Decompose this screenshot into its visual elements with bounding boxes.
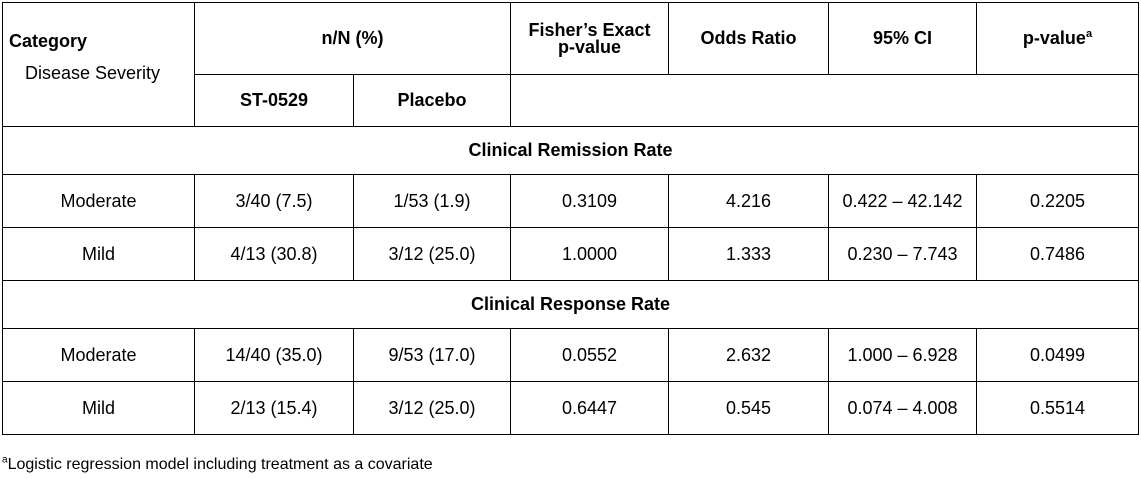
ci-cell: 0.422 – 42.142 — [828, 174, 977, 228]
pvalue-header-label: p-value — [1022, 28, 1086, 48]
section-title-remission: Clinical Remission Rate — [2, 126, 1139, 175]
table-row: Mild 2/13 (15.4) 3/12 (25.0) 0.6447 0.54… — [2, 381, 1139, 435]
table-row: Moderate 3/40 (7.5) 1/53 (1.9) 0.3109 4.… — [2, 174, 1139, 228]
severity-cell: Mild — [2, 381, 195, 435]
fisher-header-line2: p-value — [557, 36, 622, 57]
odds-ratio-cell: 4.216 — [668, 174, 829, 228]
st0529-cell: 4/13 (30.8) — [194, 227, 354, 281]
st0529-cell: 14/40 (35.0) — [194, 328, 354, 382]
placebo-header: Placebo — [353, 74, 511, 127]
fisher-cell: 0.3109 — [510, 174, 669, 228]
odds-ratio-cell: 2.632 — [668, 328, 829, 382]
severity-cell: Mild — [2, 227, 195, 281]
section-row: Clinical Response Rate — [2, 280, 1139, 329]
section-row: Clinical Remission Rate — [2, 126, 1139, 175]
odds-ratio-cell: 0.545 — [668, 381, 829, 435]
table-row: Moderate 14/40 (35.0) 9/53 (17.0) 0.0552… — [2, 328, 1139, 382]
footnote: aLogistic regression model including tre… — [2, 454, 433, 474]
header-row: Category Disease Severity n/N (%) Fisher… — [2, 2, 1139, 127]
ci-cell: 0.230 – 7.743 — [828, 227, 977, 281]
results-table: Category Disease Severity n/N (%) Fisher… — [2, 2, 1139, 435]
disease-severity-header: Disease Severity — [25, 63, 161, 83]
fisher-cell: 1.0000 — [510, 227, 669, 281]
fisher-header-line1: Fisher’s Exact — [528, 19, 651, 40]
pvalue-cell: 0.7486 — [976, 227, 1139, 281]
odds-ratio-header: Odds Ratio — [668, 2, 829, 75]
severity-cell: Moderate — [2, 328, 195, 382]
placebo-cell: 1/53 (1.9) — [353, 174, 511, 228]
fisher-cell: 0.6447 — [510, 381, 669, 435]
section-title-response: Clinical Response Rate — [2, 280, 1139, 329]
placebo-cell: 3/12 (25.0) — [353, 227, 511, 281]
nN-header: n/N (%) — [194, 2, 511, 75]
pvalue-header: p-valuea — [976, 2, 1139, 75]
footnote-marker: a — [2, 454, 8, 466]
subheader-row: ST-0529 Placebo — [3, 74, 1139, 127]
table-row: Mild 4/13 (30.8) 3/12 (25.0) 1.0000 1.33… — [2, 227, 1139, 281]
placebo-cell: 9/53 (17.0) — [353, 328, 511, 382]
ci-cell: 1.000 – 6.928 — [828, 328, 977, 382]
fisher-header: Fisher’s Exact p-value — [510, 2, 669, 75]
pvalue-footnote-marker: a — [1085, 28, 1093, 40]
ci-header: 95% CI — [828, 2, 977, 75]
pvalue-cell: 0.2205 — [976, 174, 1139, 228]
pvalue-cell: 0.5514 — [976, 381, 1139, 435]
st0529-cell: 2/13 (15.4) — [194, 381, 354, 435]
subheader-blank-cell — [510, 74, 1139, 127]
st0529-header: ST-0529 — [194, 74, 354, 127]
ci-cell: 0.074 – 4.008 — [828, 381, 977, 435]
footnote-text: Logistic regression model including trea… — [7, 456, 433, 473]
pvalue-cell: 0.0499 — [976, 328, 1139, 382]
odds-ratio-cell: 1.333 — [668, 227, 829, 281]
placebo-cell: 3/12 (25.0) — [353, 381, 511, 435]
severity-cell: Moderate — [2, 174, 195, 228]
category-header: Category — [9, 31, 88, 51]
category-header-cell: Category Disease Severity — [2, 2, 195, 127]
fisher-cell: 0.0552 — [510, 328, 669, 382]
st0529-cell: 3/40 (7.5) — [194, 174, 354, 228]
